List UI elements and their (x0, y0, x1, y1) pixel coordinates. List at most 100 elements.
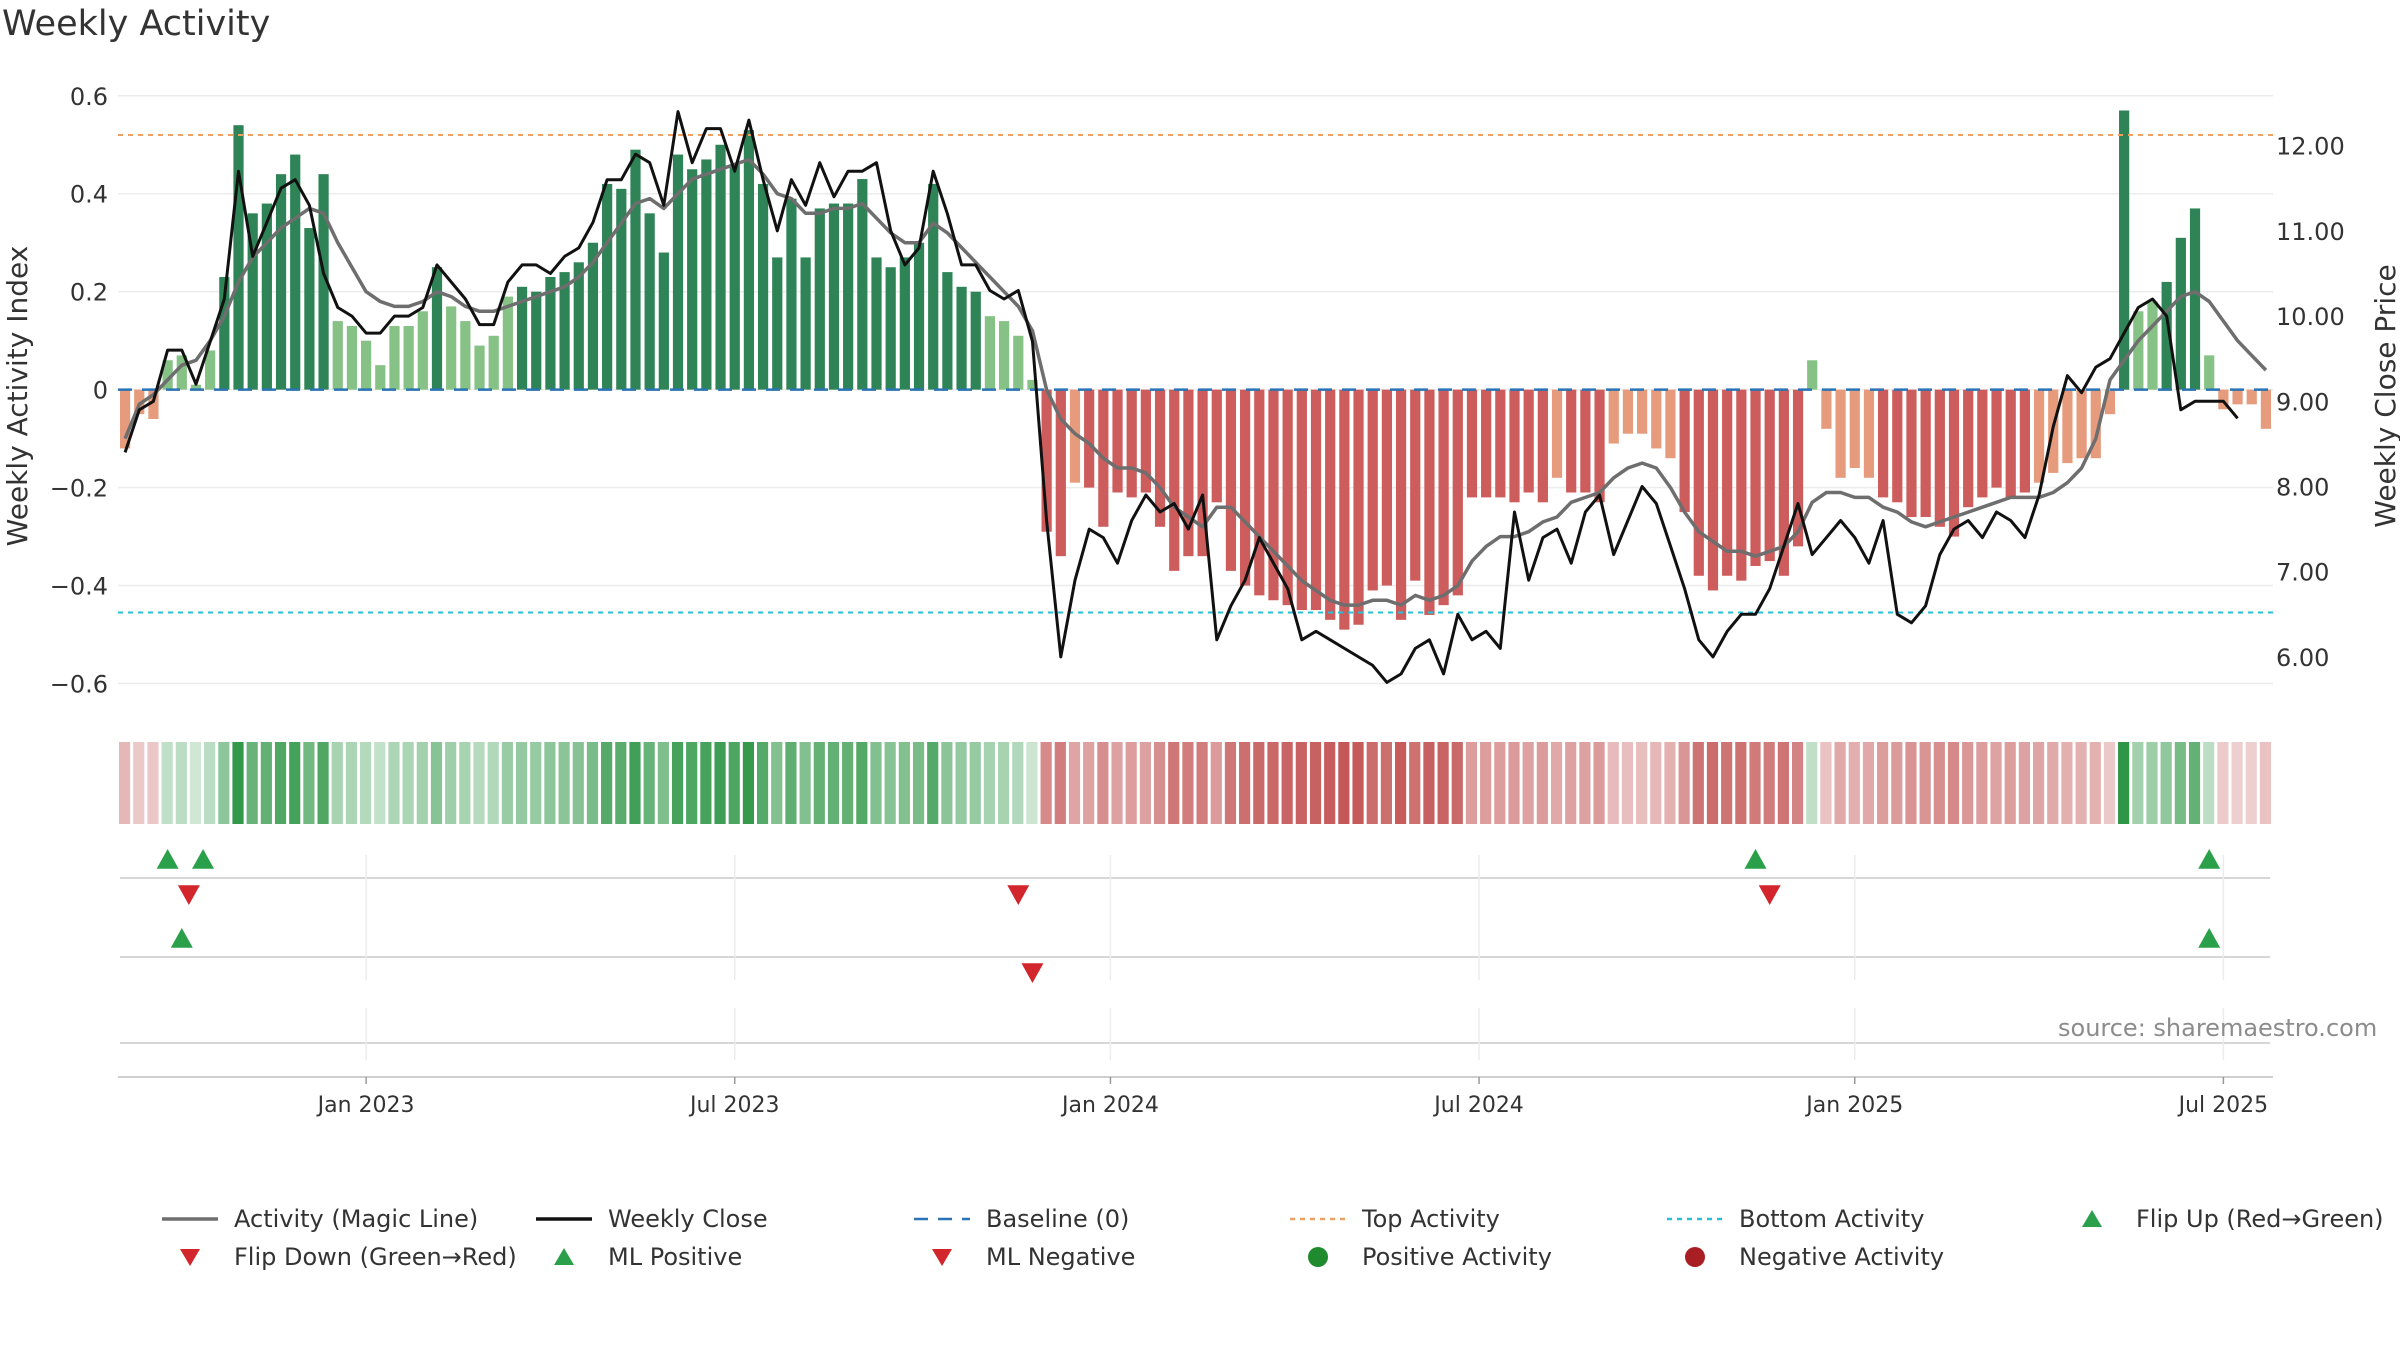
activity-bar (1707, 389, 1719, 591)
heat-strip-cell (1267, 742, 1279, 824)
heat-strip-cell (728, 742, 740, 824)
chart-title: Weekly Activity (2, 4, 271, 44)
activity-bar (1977, 389, 1988, 498)
x-tick-label: Jul 2025 (2177, 1093, 2269, 1118)
activity-bar (1240, 389, 1251, 586)
heat-strip-cell (1153, 742, 1166, 824)
activity-bar (1183, 389, 1194, 557)
activity-bar (403, 325, 414, 390)
y2-tick-label: 7.00 (2276, 559, 2329, 587)
activity-bar (559, 272, 570, 390)
heat-strip-cell (1068, 742, 1081, 824)
legend-label: Activity (Magic Line) (234, 1205, 479, 1233)
heat-strip-cell (2245, 742, 2257, 824)
legend-label: Baseline (0) (986, 1205, 1130, 1233)
activity-bar (318, 174, 329, 390)
heat-strip-cell (1806, 742, 1818, 824)
flip-down-marker (1758, 885, 1781, 905)
activity-bar (1509, 389, 1520, 503)
legend-item: Weekly Close (534, 1205, 768, 1233)
activity-bar (332, 321, 343, 390)
heat-strip-cell (856, 742, 868, 824)
heat-strip-cell (1451, 742, 1463, 824)
heat-strip-cell (1862, 742, 1875, 824)
y2-tick-label: 9.00 (2276, 388, 2329, 416)
activity-bar (1594, 389, 1605, 503)
heat-strip-cell (1636, 742, 1648, 824)
legend-item: Negative Activity (1665, 1243, 1944, 1271)
heat-strip-cell (1097, 742, 1109, 824)
legend-marker-icon (2082, 1210, 2102, 1227)
activity-bar (134, 389, 145, 415)
flip-up-marker (192, 849, 215, 869)
y-axis-label: Weekly Activity Index (1, 246, 34, 547)
activity-bar (1254, 389, 1265, 596)
activity-bar (2005, 389, 2016, 498)
heat-strip-cell (601, 742, 613, 824)
activity-bar (1580, 389, 1591, 493)
heat-strip-cell (459, 742, 471, 824)
activity-bar (1296, 389, 1307, 611)
heat-strip-cell (1196, 742, 1208, 824)
activity-bar (1523, 389, 1534, 493)
activity-bar (715, 144, 726, 390)
heat-strip-cell (1111, 742, 1123, 824)
heat-strip-cell (1664, 742, 1676, 824)
heat-strip-cell (912, 742, 925, 824)
y-tick-label: 0 (93, 377, 108, 405)
heat-strip-cell (1224, 742, 1237, 824)
activity-bar (1084, 389, 1095, 488)
activity-bar (1438, 389, 1449, 606)
legend-label: Negative Activity (1739, 1243, 1945, 1271)
activity-bar (2076, 389, 2087, 459)
activity-bar (1963, 389, 1974, 508)
heat-strip-cell (1309, 742, 1322, 824)
activity-bar (942, 272, 953, 390)
heat-strip-cell (1579, 742, 1591, 824)
heat-strip-cell (2231, 742, 2243, 824)
legend-marker-icon (914, 1217, 970, 1221)
heat-strip-cell (2188, 742, 2201, 824)
activity-bar (1778, 389, 1789, 576)
heat-strip-cell (1947, 742, 1960, 824)
activity-bar (984, 316, 996, 390)
heat-strip-cell (700, 742, 712, 824)
heat-strip-cell (671, 742, 684, 824)
activity-bar (2119, 110, 2130, 390)
activity-bar (2161, 281, 2172, 390)
y-tick-label: 0.2 (70, 279, 108, 307)
activity-bar (1679, 389, 1690, 513)
heat-strip-cell (1706, 742, 1719, 824)
heat-strip-cell (1465, 742, 1478, 824)
heat-strip-cell (1522, 742, 1534, 824)
heat-strip-cell (487, 742, 499, 824)
activity-bar (1055, 389, 1066, 557)
activity-bar (1140, 389, 1151, 493)
heat-strip-cell (643, 742, 655, 824)
heat-strip-cell (785, 742, 797, 824)
activity-bar (1750, 389, 1761, 566)
activity-bar (672, 154, 684, 390)
heat-strip-cell (289, 742, 301, 824)
heat-strip-cell (1820, 742, 1832, 824)
activity-bar (1211, 389, 1222, 503)
activity-bar (1608, 389, 1619, 444)
y2-tick-label: 10.00 (2276, 303, 2345, 331)
y2-tick-label: 12.00 (2276, 133, 2345, 161)
heat-strip-cell (133, 742, 145, 824)
activity-bar (1282, 389, 1293, 606)
activity-bar (247, 213, 258, 390)
y2-tick-label: 6.00 (2276, 644, 2329, 672)
heat-strip-cell (232, 742, 244, 824)
activity-bar (176, 355, 187, 390)
heat-strip-cell (1324, 742, 1336, 824)
activity-bar (2204, 355, 2215, 390)
heat-strip-cell (884, 742, 896, 824)
activity-bar (290, 154, 301, 390)
activity-bar (1651, 389, 1662, 449)
heat-strip-cell (827, 742, 840, 824)
legend-label: Flip Up (Red→Green) (2136, 1205, 2384, 1233)
activity-bar (2189, 208, 2201, 390)
activity-bar (2133, 311, 2144, 390)
heat-strip-cell (2132, 742, 2144, 824)
